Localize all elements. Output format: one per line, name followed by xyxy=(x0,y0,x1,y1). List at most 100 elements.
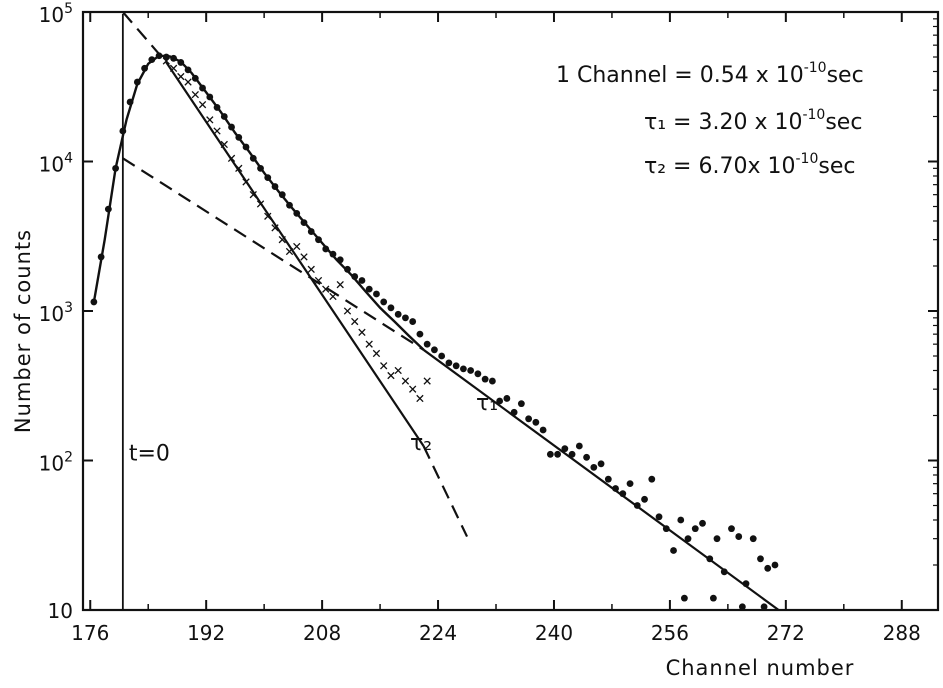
data-point-x xyxy=(387,371,395,380)
data-point-dot xyxy=(242,143,250,151)
x-marker-stroke xyxy=(380,362,388,370)
data-point-dot xyxy=(351,273,359,280)
data-point-x xyxy=(271,224,279,232)
data-point-dot xyxy=(619,490,627,498)
data-point-x xyxy=(264,212,272,220)
data-point-x xyxy=(314,276,323,285)
data-point-dot xyxy=(373,290,380,298)
data-point-x xyxy=(206,116,214,124)
t0-label: t=0 xyxy=(129,442,170,467)
data-point-dot xyxy=(510,408,518,416)
x-marker-stroke xyxy=(256,200,265,208)
data-point-dot xyxy=(336,256,344,264)
data-point-x xyxy=(300,253,308,261)
data-point-dot xyxy=(141,64,148,72)
x-tick-label: 176 xyxy=(71,621,109,645)
data-point-x xyxy=(307,265,315,273)
data-point-x xyxy=(351,317,359,326)
data-point-dot xyxy=(423,340,431,348)
data-point-x xyxy=(191,90,199,99)
data-point-dot xyxy=(546,450,554,458)
data-point-dot xyxy=(191,74,199,82)
data-point-dot xyxy=(503,395,511,402)
x-marker-stroke xyxy=(206,116,214,124)
data-point-dot xyxy=(365,285,373,293)
data-point-dot xyxy=(133,78,141,86)
y-tick-label: 104 xyxy=(39,151,73,177)
data-point-dot xyxy=(112,164,120,172)
data-point-dot xyxy=(662,525,670,533)
data-point-dot xyxy=(709,594,717,602)
data-point-dot xyxy=(235,133,243,141)
data-point-dot xyxy=(728,525,735,533)
x-marker-stroke xyxy=(169,64,178,72)
data-point-dot xyxy=(699,519,706,527)
data-point-x xyxy=(242,178,250,186)
data-point-dot xyxy=(170,54,177,62)
x-marker-stroke xyxy=(358,328,366,336)
data-point-dot xyxy=(684,535,692,543)
y-tick-label: 10 xyxy=(48,599,73,623)
x-tick-label: 208 xyxy=(303,621,341,645)
data-point-dot xyxy=(488,377,496,385)
data-point-dot xyxy=(691,525,699,533)
x-marker-stroke xyxy=(184,78,192,86)
data-point-dot xyxy=(735,533,743,540)
data-point-dot xyxy=(278,191,286,199)
y-tick-label: 103 xyxy=(39,300,73,326)
plot-border xyxy=(81,10,940,612)
x-marker-stroke xyxy=(314,276,323,285)
data-point-dot xyxy=(307,228,315,235)
data-point-dot xyxy=(481,375,489,383)
data-point-dot xyxy=(561,445,569,453)
data-point-dot xyxy=(604,475,612,483)
x-marker-stroke xyxy=(394,366,402,375)
x-marker-stroke xyxy=(191,90,199,99)
data-point-dot xyxy=(590,463,598,471)
data-point-dot xyxy=(315,236,322,244)
data-point-dot xyxy=(264,174,272,182)
data-point-dot xyxy=(757,555,764,563)
x-marker-stroke xyxy=(336,281,344,289)
data-point-x xyxy=(293,242,301,251)
data-point-dot xyxy=(416,330,424,338)
data-point-x xyxy=(416,394,424,403)
data-point-dot xyxy=(706,555,714,563)
data-point-dot xyxy=(738,603,746,611)
x-marker-stroke xyxy=(198,100,207,109)
data-point-dot xyxy=(496,397,504,405)
data-point-dot xyxy=(517,400,525,408)
data-point-x xyxy=(169,64,178,72)
data-point-dot xyxy=(568,450,576,458)
data-point-dot xyxy=(474,370,482,378)
fit-line-tau1-extrapolated xyxy=(122,157,425,351)
data-point-dot xyxy=(575,442,583,450)
data-point-x xyxy=(365,340,373,348)
x-marker-stroke xyxy=(343,307,352,315)
x-marker-stroke xyxy=(372,349,381,358)
data-point-dot xyxy=(670,547,677,554)
x-tick-label: 240 xyxy=(535,621,573,645)
data-point-x xyxy=(285,247,294,256)
data-point-dot xyxy=(213,104,221,111)
data-point-x xyxy=(213,127,221,135)
data-point-dot xyxy=(720,568,728,576)
data-point-dot xyxy=(612,485,619,492)
data-point-x xyxy=(235,164,243,173)
text-annotations: Channel number Number of counts t=0 1 Chann… xyxy=(11,60,864,680)
data-point-x xyxy=(177,72,185,81)
x-marker-stroke xyxy=(365,340,373,348)
x-tick-label: 256 xyxy=(651,621,689,645)
data-point-dot xyxy=(532,418,540,426)
data-point-dot xyxy=(677,516,685,524)
axis-ticks: 176 192 208 224 240 256 272 288 105 104 103 102 10 xyxy=(39,1,938,645)
x-marker-stroke xyxy=(285,247,294,256)
data-point-x xyxy=(380,362,388,370)
data-point-dot xyxy=(539,426,547,434)
annotation-tau1: τ₁ = 3.20 x 10-10sec xyxy=(644,107,862,135)
data-point-x xyxy=(343,307,352,315)
data-point-dot xyxy=(199,84,206,92)
data-point-dot xyxy=(97,253,105,261)
data-point-dot xyxy=(322,245,330,253)
